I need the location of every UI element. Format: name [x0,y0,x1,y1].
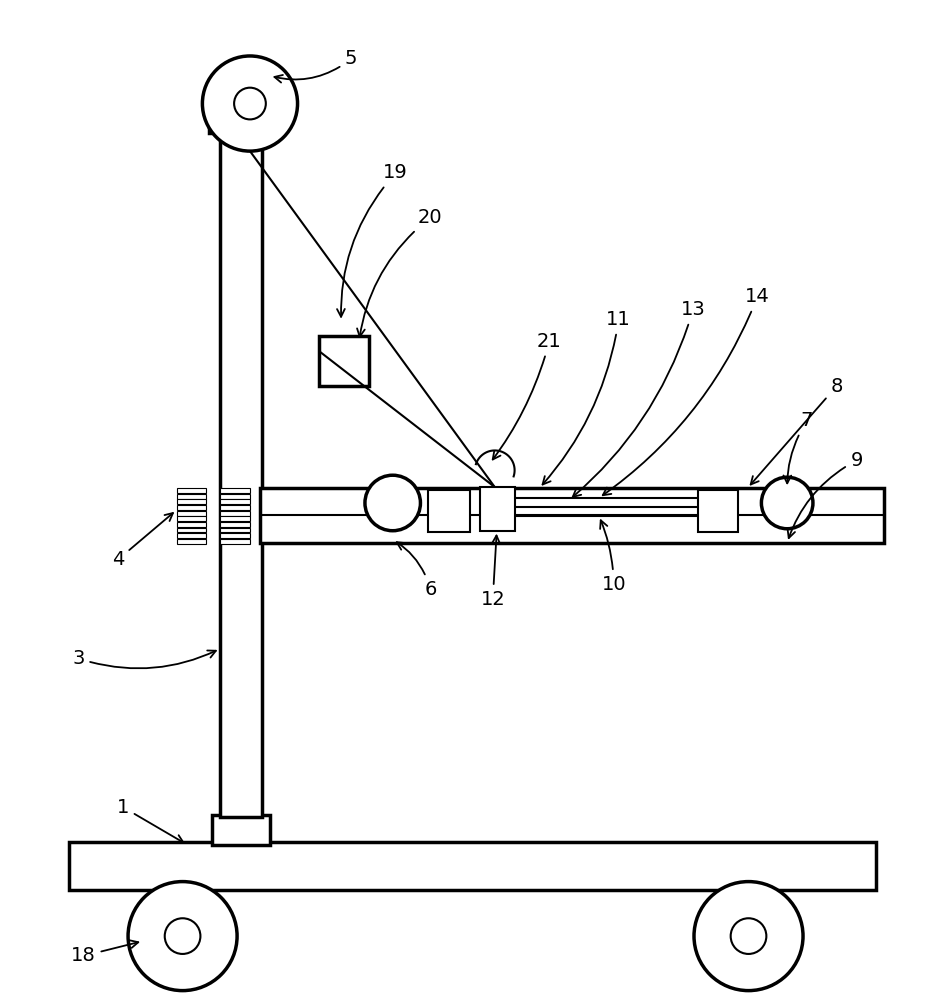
Bar [177,539,206,544]
Bar [698,490,738,532]
Bar [220,505,250,510]
Bar [177,522,206,527]
Text: 7: 7 [784,411,813,483]
Text: 14: 14 [603,287,770,495]
Bar [177,505,206,510]
Bar [220,539,250,544]
Bar [177,488,206,493]
Text: 9: 9 [788,451,863,538]
Text: 3: 3 [72,649,215,668]
Bar [177,511,206,516]
Text: 19: 19 [337,163,408,317]
Circle shape [694,882,803,991]
Bar [213,815,270,845]
Bar [69,842,876,890]
Bar [220,494,250,499]
Bar [177,494,206,499]
Bar [209,111,274,133]
Bar [480,487,515,531]
Bar [260,488,885,543]
Text: 11: 11 [543,310,631,485]
Circle shape [730,918,766,954]
Bar [177,516,206,521]
Bar [177,499,206,504]
Circle shape [365,475,421,531]
Circle shape [234,88,265,119]
Bar [220,533,250,538]
Text: 20: 20 [357,208,442,337]
Bar [220,511,250,516]
Bar [220,123,262,817]
Bar [177,533,206,538]
Bar [220,499,250,504]
Bar [428,490,470,532]
Circle shape [128,882,237,991]
Bar [220,528,250,532]
Circle shape [202,56,297,151]
Bar [319,336,369,386]
Bar [220,516,250,521]
Text: 8: 8 [751,377,843,484]
Text: 1: 1 [117,798,183,842]
Text: 6: 6 [397,542,437,599]
Bar [177,528,206,532]
Bar [220,488,250,493]
Circle shape [165,918,200,954]
Bar [220,522,250,527]
Text: 21: 21 [493,332,562,459]
Text: 10: 10 [600,520,626,594]
Text: 18: 18 [72,940,138,965]
Circle shape [761,477,813,529]
Text: 13: 13 [573,300,706,497]
Text: 12: 12 [481,536,505,609]
Text: 4: 4 [112,513,173,569]
Text: 5: 5 [275,49,358,83]
